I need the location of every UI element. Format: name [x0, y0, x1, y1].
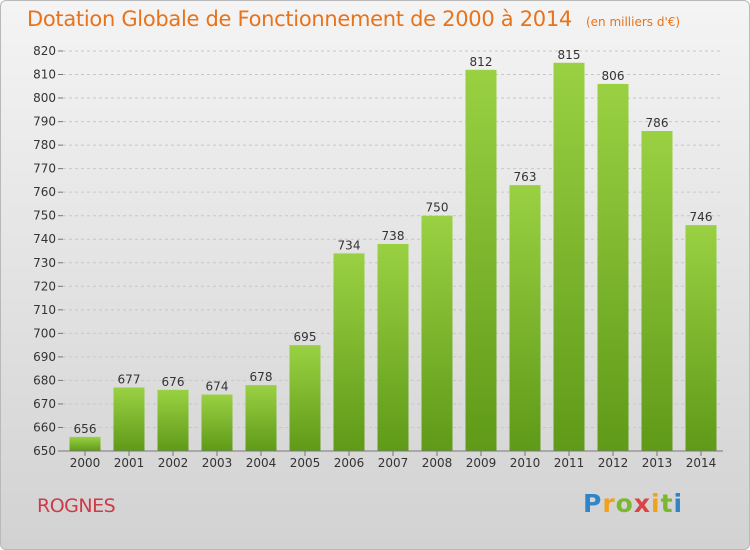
y-tick-label: 790 [33, 115, 56, 129]
proxiti-logo: Proxiti [583, 489, 683, 518]
bar [553, 62, 585, 451]
bar [597, 83, 629, 452]
logo-letter: o [615, 489, 634, 518]
bar-value-label: 806 [602, 69, 625, 83]
y-tick-label: 710 [33, 303, 56, 317]
x-tick-label: 2006 [334, 456, 365, 470]
bars [69, 62, 717, 452]
y-tick-label: 740 [33, 232, 56, 246]
bar [201, 394, 233, 451]
bar [245, 385, 277, 451]
bar-value-label: 815 [558, 48, 581, 62]
logo-letter: P [583, 489, 603, 518]
bar [69, 436, 101, 451]
x-tick-label: 2012 [598, 456, 629, 470]
y-tick-label: 760 [33, 185, 56, 199]
x-tick-label: 2003 [202, 456, 233, 470]
bar-value-label: 656 [74, 422, 97, 436]
logo-letter: t [660, 489, 674, 518]
x-tick-label: 2000 [70, 456, 101, 470]
x-tick-label: 2009 [466, 456, 497, 470]
bar-value-label: 674 [206, 380, 229, 394]
y-tick-label: 680 [33, 373, 56, 387]
y-tick-label: 650 [33, 444, 56, 458]
x-tick-label: 2005 [290, 456, 321, 470]
bar [685, 225, 717, 451]
bar-value-label: 750 [426, 201, 449, 215]
logo-letter: x [633, 489, 651, 518]
bar [509, 185, 541, 451]
x-tick-label: 2013 [642, 456, 673, 470]
y-tick-label: 780 [33, 138, 56, 152]
bar-value-label: 812 [470, 55, 493, 69]
bar-value-label: 763 [514, 170, 537, 184]
bar-value-label: 678 [250, 370, 273, 384]
x-tick-label: 2008 [422, 456, 453, 470]
x-tick-label: 2002 [158, 456, 189, 470]
y-tick-label: 770 [33, 162, 56, 176]
y-axis-ticks: 650 660 670 680 690 700 710 720 730 740 750 760 770 7… [33, 44, 63, 458]
bar [641, 131, 673, 451]
bar [377, 243, 409, 451]
bar-value-label: 786 [646, 116, 669, 130]
y-tick-label: 670 [33, 397, 56, 411]
bar [333, 253, 365, 451]
bar-value-label: 677 [118, 372, 141, 386]
x-tick-label: 2011 [554, 456, 585, 470]
y-tick-label: 660 [33, 420, 56, 434]
y-tick-label: 700 [33, 326, 56, 340]
bar [421, 215, 453, 451]
y-tick-label: 750 [33, 209, 56, 223]
x-tick-label: 2001 [114, 456, 145, 470]
bar-value-label: 746 [690, 210, 713, 224]
y-tick-label: 720 [33, 279, 56, 293]
chart-title: Dotation Globale de Fonctionnement de 20… [27, 7, 572, 31]
commune-name: ROGNES [37, 495, 116, 517]
x-tick-label: 2010 [510, 456, 541, 470]
bar [157, 389, 189, 451]
chart-unit-note: (en milliers d'€) [585, 15, 681, 29]
bar-value-label: 676 [162, 375, 185, 389]
y-tick-label: 810 [33, 68, 56, 82]
bar-value-labels: 656 677 676 674 678 695 734 738 750 812 763 815 806 7… [74, 48, 713, 436]
logo-letter: i [673, 489, 684, 518]
y-tick-label: 820 [33, 44, 56, 58]
bar [289, 345, 321, 451]
logo-letter: r [602, 489, 616, 518]
y-tick-label: 690 [33, 350, 56, 364]
chart-title-block: Dotation Globale de Fonctionnement de 20… [27, 7, 680, 31]
bar [465, 69, 497, 451]
bar-value-label: 738 [382, 229, 405, 243]
y-tick-label: 730 [33, 256, 56, 270]
x-tick-label: 2004 [246, 456, 277, 470]
bar [113, 387, 145, 451]
bar-value-label: 734 [338, 238, 361, 252]
x-axis-ticks: 2000 2001 2002 2003 2004 2005 2006 2007 2008 2009… [70, 451, 717, 470]
bar-value-label: 695 [294, 330, 317, 344]
x-tick-label: 2007 [378, 456, 409, 470]
x-tick-label: 2014 [686, 456, 717, 470]
logo-letter: i [651, 489, 661, 518]
y-tick-label: 800 [33, 91, 56, 105]
